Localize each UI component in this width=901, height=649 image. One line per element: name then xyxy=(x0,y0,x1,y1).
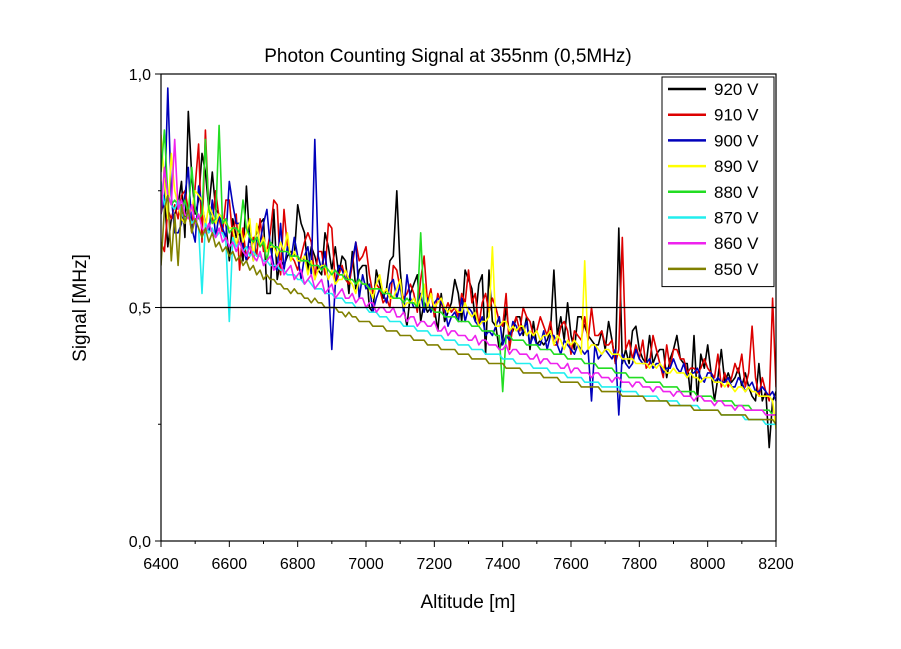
legend-label: 910 V xyxy=(714,106,759,125)
x-tick-label: 6600 xyxy=(212,556,248,573)
legend-label: 870 V xyxy=(714,209,759,228)
series-line-920-v xyxy=(161,110,776,449)
series-line-880-v xyxy=(161,124,776,416)
legend: 920 V 910 V 900 V 890 V 880 V 870 V 860 V 850 V xyxy=(661,76,775,288)
legend-label: 890 V xyxy=(714,157,759,176)
x-tick-label: 6800 xyxy=(280,556,316,573)
series-line-860-v xyxy=(161,138,776,416)
x-tick-label: 7600 xyxy=(553,556,589,573)
series-lines xyxy=(161,87,776,449)
x-axis-label: Altitude [m] xyxy=(420,592,515,613)
legend-label: 920 V xyxy=(714,80,759,99)
series-line-850-v xyxy=(161,194,776,426)
x-tick-label: 7400 xyxy=(485,556,521,573)
y-axis-label: Signal [MHz] xyxy=(70,254,91,362)
x-tick-label: 7200 xyxy=(417,556,453,573)
legend-label: 860 V xyxy=(714,234,759,253)
legend-label: 850 V xyxy=(714,260,759,279)
legend-label: 880 V xyxy=(714,183,759,202)
chart-title: Photon Counting Signal at 355nm (0,5MHz) xyxy=(264,46,632,67)
x-tick-label: 7800 xyxy=(622,556,658,573)
axes: 6400 6600 6800 7000 7200 7400 7600 7800 8000 8200… xyxy=(129,67,794,573)
y-tick-label: 1,0 xyxy=(129,67,151,84)
x-tick-label: 8000 xyxy=(690,556,726,573)
x-tick-label: 7000 xyxy=(348,556,384,573)
x-tick-label: 6400 xyxy=(143,556,179,573)
y-tick-label: 0,5 xyxy=(129,301,151,318)
y-tick-label: 0,0 xyxy=(129,534,151,551)
legend-box xyxy=(661,76,775,288)
x-tick-label: 8200 xyxy=(758,556,794,573)
legend-label: 900 V xyxy=(714,131,759,150)
series-line-900-v xyxy=(161,87,776,416)
